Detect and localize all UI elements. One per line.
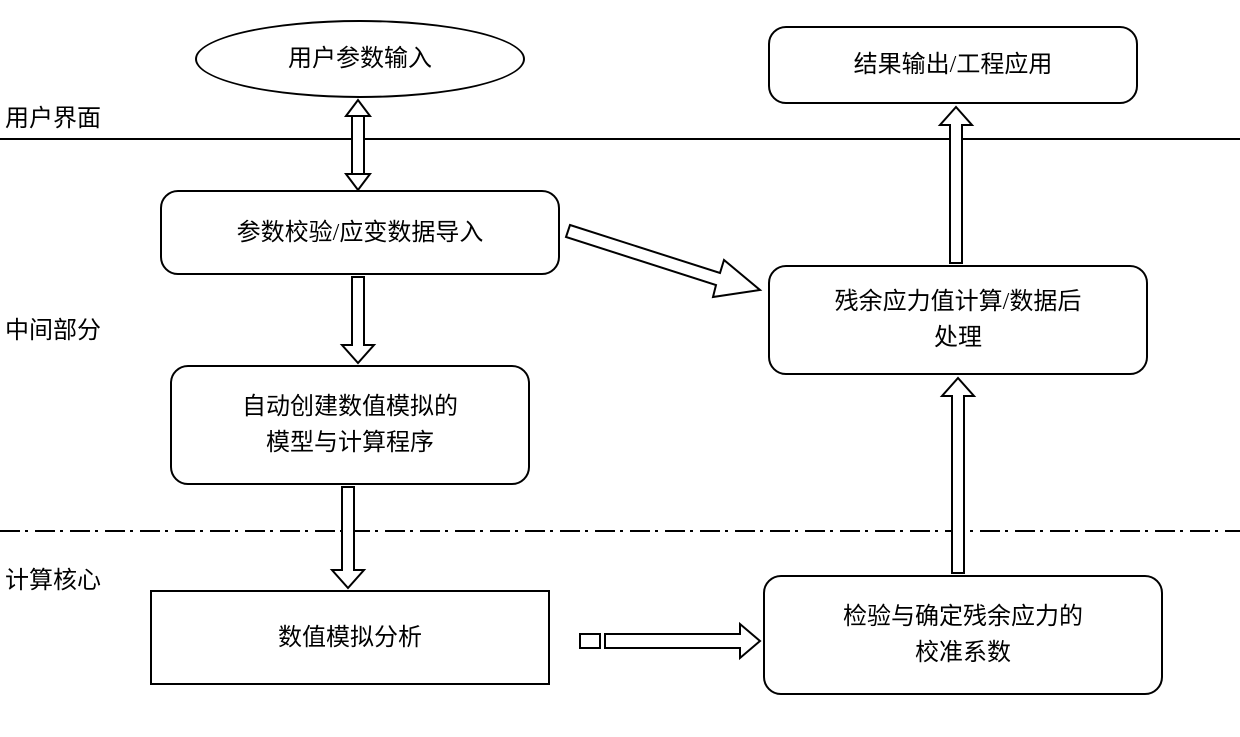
node-output-label: 结果输出/工程应用 [842, 43, 1065, 87]
node-postprocess: 残余应力值计算/数据后 处理 [768, 265, 1148, 375]
node-calibrate-label: 检验与确定残余应力的 校准系数 [831, 595, 1095, 675]
node-postprocess-label: 残余应力值计算/数据后 处理 [823, 280, 1094, 360]
arrow-create-analysis [332, 487, 364, 588]
node-create: 自动创建数值模拟的 模型与计算程序 [170, 365, 530, 485]
divider-solid [0, 138, 1240, 140]
arrow-calibrate-postprocess [942, 378, 974, 573]
node-input-label: 用户参数输入 [276, 37, 444, 81]
node-output: 结果输出/工程应用 [768, 26, 1138, 104]
node-validate-label: 参数校验/应变数据导入 [225, 211, 496, 255]
arrow-analysis-calibrate [580, 624, 760, 658]
node-analysis: 数值模拟分析 [150, 590, 550, 685]
node-validate: 参数校验/应变数据导入 [160, 190, 560, 275]
node-calibrate: 检验与确定残余应力的 校准系数 [763, 575, 1163, 695]
arrow-validate-create [342, 277, 374, 363]
section-label-ui: 用户界面 [5, 98, 101, 133]
section-label-core: 计算核心 [5, 560, 101, 595]
diagram-container: 用户界面 中间部分 计算核心 用户参数输入 结果输出/工程应用 参数校验/应变数… [0, 0, 1240, 737]
arrow-input-validate [346, 100, 370, 190]
divider-dashdot [0, 530, 1240, 532]
node-input: 用户参数输入 [195, 20, 525, 98]
node-analysis-label: 数值模拟分析 [266, 616, 434, 660]
node-create-label: 自动创建数值模拟的 模型与计算程序 [230, 385, 470, 465]
arrow-postprocess-output [940, 107, 972, 263]
section-label-middle: 中间部分 [5, 310, 101, 345]
arrow-validate-postprocess [566, 225, 760, 297]
